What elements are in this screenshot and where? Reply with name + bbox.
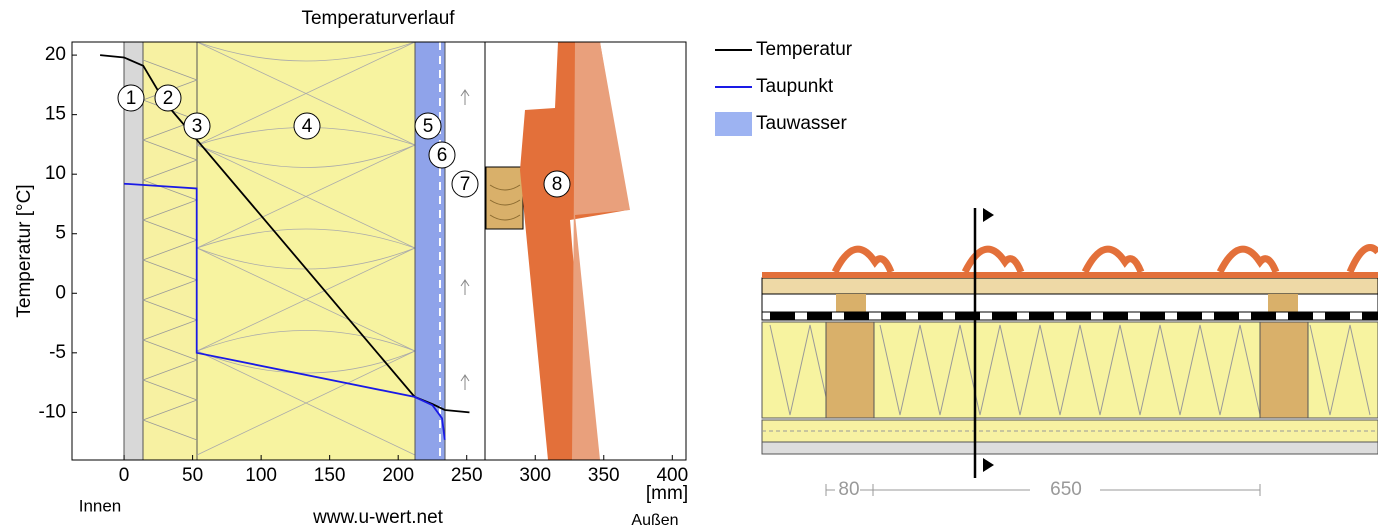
layer-marker [117,84,145,112]
layer-marker [293,112,321,140]
roof-section [761,208,1378,496]
chart-title: Temperaturverlauf [301,8,455,29]
legend-label: Taupunkt [756,76,834,97]
x-tick-label: 300 [519,465,551,486]
legend-label: Tauwasser [756,113,847,134]
x-tick-label: 150 [314,465,346,486]
layer-label: 1 [126,88,137,109]
y-tick-label: 0 [55,282,66,303]
dimension-label: 80 [838,479,859,500]
layer-label: 5 [423,116,434,137]
layer-marker [428,141,456,169]
x-tick-label: 400 [656,465,688,486]
layer-label: 6 [437,145,448,166]
layer-marker [154,84,182,112]
x-tick-label: 200 [382,465,414,486]
layer-label: 7 [460,174,471,195]
x-tick-label: 350 [588,465,620,486]
y-tick-label: 15 [45,104,66,125]
wall-layers [123,41,630,461]
layer-marker [543,170,571,198]
layer-marker [451,170,479,198]
dimension-label: 650 [1050,479,1082,500]
legend-swatch [715,112,752,136]
y-tick-label: 20 [45,44,66,65]
inside-label: Innen [79,496,122,515]
layer-label: 8 [552,174,563,195]
y-tick-label: -10 [39,401,66,422]
x-tick-label: 50 [182,465,203,486]
series-line [124,182,446,440]
y-axis-label: Temperatur [°C] [14,184,35,317]
series-line [100,54,470,414]
x-tick-label: 250 [451,465,483,486]
outside-label: Außen [631,512,678,529]
legend-label: Temperatur [756,39,853,60]
plot-frame [71,41,687,461]
layer-label: 4 [302,116,313,137]
y-tick-label: 5 [55,223,66,244]
x-tick-label: 0 [119,465,130,486]
layer-label: 3 [192,116,203,137]
y-tick-label: -5 [49,342,66,363]
x-axis-label: [mm] [646,483,688,504]
source-label: www.u-wert.net [312,507,444,528]
layer-marker [414,112,442,140]
layer-label: 2 [163,88,174,109]
x-tick-label: 100 [245,465,277,486]
y-tick-label: 10 [45,163,66,184]
layer-marker [183,112,211,140]
